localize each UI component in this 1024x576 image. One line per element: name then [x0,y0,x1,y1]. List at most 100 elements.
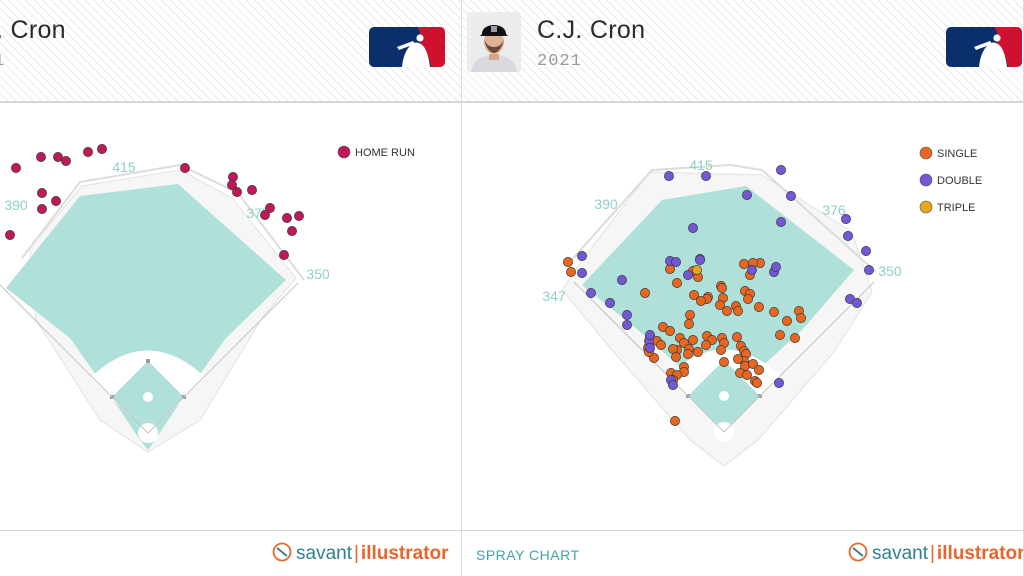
home-run-point [37,204,47,214]
home-run-point [265,203,275,213]
home-run-point [279,250,289,260]
wall-distance-label: 350 [878,263,902,279]
double-point [617,275,627,285]
single-point [733,306,743,316]
single-point [719,357,729,367]
pitchers-mound [143,392,153,402]
home-run-point [227,180,237,190]
triple-point [692,265,702,275]
legend-marker [919,173,933,187]
single-point [689,290,699,300]
single-point [796,313,806,323]
single-point [566,267,576,277]
player-year: 1 [0,52,5,71]
home-run-point [37,188,47,198]
single-point [688,335,698,345]
single-point [754,365,764,375]
double-point [586,288,596,298]
home-run-point [61,156,71,166]
home-run-point [5,230,15,240]
double-point [852,298,862,308]
single-point [683,349,693,359]
wall-distance-label: 350 [306,266,330,282]
double-point [747,265,757,275]
legend-marker [919,200,933,214]
right-spray-chart-svg: 415 390 376 350 347 SINGLE DOUBLE TRIPLE [542,146,982,467]
brand-savant-text: savant [296,543,352,564]
double-point [668,380,678,390]
base [146,359,150,363]
single-point [743,294,753,304]
brand-divider: | [353,543,359,564]
baseball-field [0,163,305,453]
double-point [843,231,853,241]
outfield-wall [567,163,877,273]
double-point [645,343,655,353]
single-point [563,257,573,267]
brand-savant-text: savant [872,543,928,564]
mlb-logo-icon [946,27,1022,67]
outfield-grass [582,186,854,438]
single-point [716,345,726,355]
home-run-point [51,196,61,206]
single-point [742,370,752,380]
legend-label: DOUBLE [937,175,982,187]
mlb-logo-icon [369,27,445,67]
double-point [622,310,632,320]
home-run-point [97,144,107,154]
player-name: . Cron [0,16,66,44]
double-point [645,330,655,340]
brand-illustrator-text: illustrator [360,543,449,564]
double-point [671,257,681,267]
single-point [775,330,785,340]
left-header: . Cron 1 [0,0,461,103]
double-point [841,214,851,224]
double-point [688,223,698,233]
single-point [672,278,682,288]
wall-distance-label: 376 [822,202,846,218]
wall-distance-label: 390 [4,197,28,213]
outfield-wall [21,163,305,281]
double-point [742,190,752,200]
single-point [671,352,681,362]
double-point [577,268,587,278]
single-point [769,307,779,317]
outfield-grass [6,184,286,450]
single-point [748,359,758,369]
single-point [717,283,727,293]
home-run-point [282,213,292,223]
single-point [665,326,675,336]
single-point [715,300,725,310]
right-header: C.J. Cron 2021 [462,0,1023,103]
wall-distance-label: 415 [689,157,713,173]
right-footer: SPRAY CHART savant | illustrator [462,530,1023,576]
single-point [722,306,732,316]
single-point [640,288,650,298]
brand-divider: | [929,543,935,564]
foul-line-right [723,281,875,433]
single-point [733,354,743,364]
double-point [776,217,786,227]
savant-logo-icon [848,542,868,562]
savant-illustrator-brand: savant | illustrator [848,542,1024,565]
double-point [664,171,674,181]
legend-marker [337,145,351,159]
legend-label: HOME RUN [355,147,415,159]
wall-distance-label: 390 [594,196,618,212]
single-point [670,416,680,426]
double-point [864,265,874,275]
single-point [732,332,742,342]
foul-line-right [147,282,299,434]
double-point [771,262,781,272]
legend-marker [919,146,933,160]
spray-chart-title: SPRAY CHART [476,547,580,563]
single-point [701,340,711,350]
brand-illustrator-text: illustrator [936,543,1024,564]
double-point [786,191,796,201]
double-point [683,270,693,280]
wall-distance-label: 347 [542,288,566,304]
double-point [577,251,587,261]
single-point [656,340,666,350]
single-point [790,333,800,343]
